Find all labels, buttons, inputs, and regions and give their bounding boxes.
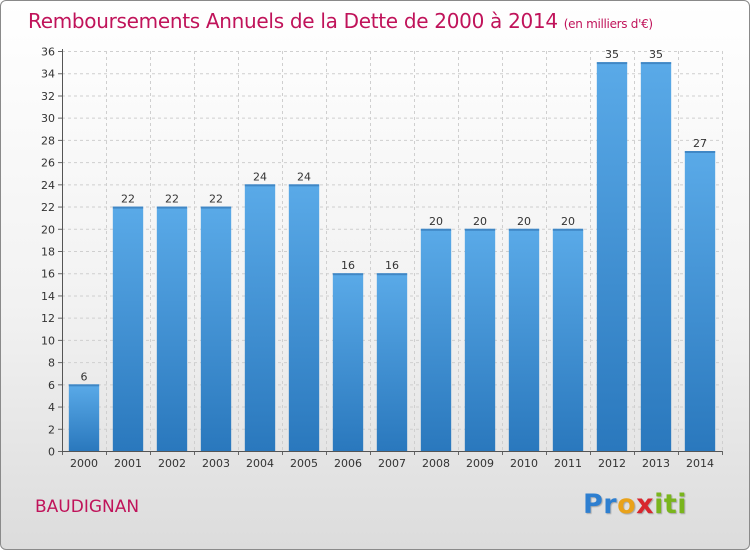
- x-tick-label-2007: 2007: [378, 457, 406, 470]
- y-tick-label-36: 36: [41, 46, 55, 59]
- value-label-2010: 20: [517, 215, 531, 228]
- bar-2002: [156, 206, 188, 451]
- bar-top-edge-2007: [376, 273, 408, 276]
- value-label-2011: 20: [561, 215, 575, 228]
- bar-top-edge-2008: [420, 228, 452, 231]
- bar-top-edge-2012: [596, 62, 628, 65]
- bar-2007: [376, 273, 408, 451]
- chart-title-main: Remboursements Annuels de la Dette de 20…: [28, 9, 558, 33]
- value-label-2005: 24: [297, 170, 311, 183]
- x-tick-label-2006: 2006: [334, 457, 362, 470]
- bar-2005: [288, 184, 320, 452]
- logo-part-3: x: [636, 489, 655, 520]
- x-tick-label-2014: 2014: [686, 457, 714, 470]
- value-label-2000: 6: [81, 370, 88, 383]
- y-tick-label-26: 26: [41, 157, 55, 170]
- bar-2012: [596, 62, 628, 451]
- bar-2006: [332, 273, 364, 451]
- bar-2008: [420, 228, 452, 451]
- y-tick-label-24: 24: [41, 179, 55, 192]
- bar-2000: [68, 384, 100, 451]
- x-tick-label-2011: 2011: [554, 457, 582, 470]
- value-label-2003: 22: [209, 193, 223, 206]
- x-tick-label-2010: 2010: [510, 457, 538, 470]
- bar-top-edge-2002: [156, 206, 188, 209]
- y-tick-label-8: 8: [48, 357, 55, 370]
- x-tick-label-2008: 2008: [422, 457, 450, 470]
- value-label-2001: 22: [121, 193, 135, 206]
- value-label-2004: 24: [253, 170, 267, 183]
- logo-part-4: iti: [654, 489, 688, 520]
- chart-title: Remboursements Annuels de la Dette de 20…: [28, 9, 653, 33]
- logo-part-2: o: [617, 489, 637, 520]
- x-tick-label-2002: 2002: [158, 457, 186, 470]
- bar-top-edge-2010: [508, 228, 540, 231]
- bar-top-edge-2000: [68, 384, 100, 387]
- value-label-2008: 20: [429, 215, 443, 228]
- bar-top-edge-2013: [640, 62, 672, 65]
- bar-top-edge-2001: [112, 206, 144, 209]
- y-tick-label-0: 0: [48, 446, 55, 459]
- y-tick-label-22: 22: [41, 201, 55, 214]
- value-label-2013: 35: [649, 48, 663, 61]
- x-tick-label-2005: 2005: [290, 457, 318, 470]
- y-tick-label-16: 16: [41, 268, 55, 281]
- bar-top-edge-2004: [244, 184, 276, 187]
- x-tick-label-2003: 2003: [202, 457, 230, 470]
- x-tick-label-2009: 2009: [466, 457, 494, 470]
- y-tick-label-20: 20: [41, 223, 55, 236]
- bar-2003: [200, 206, 232, 451]
- y-tick-label-18: 18: [41, 246, 55, 259]
- logo-part-1: Pr: [583, 489, 618, 520]
- value-label-2009: 20: [473, 215, 487, 228]
- value-label-2012: 35: [605, 48, 619, 61]
- axes: [58, 49, 723, 455]
- bar-2010: [508, 228, 540, 451]
- bar-2004: [244, 184, 276, 452]
- y-tick-label-2: 2: [48, 423, 55, 436]
- bar-top-edge-2005: [288, 184, 320, 187]
- x-tick-label-2004: 2004: [246, 457, 274, 470]
- bar-top-edge-2009: [464, 228, 496, 231]
- x-tick-label-2000: 2000: [70, 457, 98, 470]
- y-tick-label-12: 12: [41, 312, 55, 325]
- bar-top-edge-2006: [332, 273, 364, 276]
- value-label-2002: 22: [165, 193, 179, 206]
- bar-2014: [684, 151, 716, 451]
- commune-name: BAUDIGNAN: [35, 497, 140, 517]
- y-tick-label-30: 30: [41, 112, 55, 125]
- x-tick-label-2013: 2013: [642, 457, 670, 470]
- bar-top-edge-2014: [684, 151, 716, 153]
- chart-subtitle: (en milliers d'€): [563, 17, 653, 31]
- y-tick-label-34: 34: [41, 68, 55, 81]
- bar-top-edge-2003: [200, 206, 232, 209]
- bar-2001: [112, 206, 144, 451]
- y-tick-label-4: 4: [48, 401, 55, 414]
- bars: [68, 62, 716, 452]
- y-tick-label-32: 32: [41, 90, 55, 103]
- bar-2013: [640, 62, 672, 451]
- y-tick-label-10: 10: [41, 334, 55, 347]
- x-tick-label-2012: 2012: [598, 457, 626, 470]
- bar-2009: [464, 228, 496, 451]
- y-tick-label-14: 14: [41, 290, 55, 303]
- labels: 0246810121416182022242628303234366200022…: [41, 46, 714, 471]
- proxiti-logo[interactable]: Proxiti: [583, 489, 687, 520]
- y-tick-label-6: 6: [48, 379, 55, 392]
- bar-2011: [552, 228, 584, 451]
- value-label-2014: 27: [693, 137, 707, 150]
- y-tick-label-28: 28: [41, 134, 55, 147]
- value-label-2006: 16: [341, 259, 355, 272]
- bar-top-edge-2011: [552, 228, 584, 231]
- value-label-2007: 16: [385, 259, 399, 272]
- x-tick-label-2001: 2001: [114, 457, 142, 470]
